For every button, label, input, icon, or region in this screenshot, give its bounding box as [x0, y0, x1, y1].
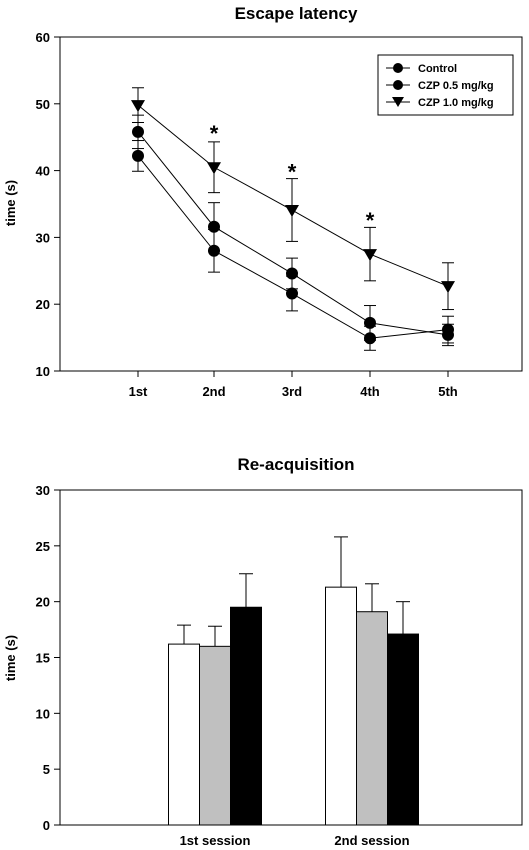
plot-frame: [59, 489, 523, 826]
significance-marker: *: [366, 208, 375, 233]
x-tick-label: 3rd: [282, 384, 302, 399]
data-point: [286, 287, 298, 300]
y-tick-label: 10: [36, 706, 50, 721]
y-axis: 0 5 10 15 20 25 30: [36, 483, 60, 833]
data-point: [442, 328, 454, 341]
line-chart: Escape latency time (s) 10 20 30 40 50 60 1st…: [3, 4, 523, 399]
data-point: [208, 220, 220, 233]
plot-frame: [59, 36, 523, 372]
x-axis: 1st 2nd 3rd 4th 5th: [129, 371, 458, 399]
significance-marker: *: [210, 121, 219, 146]
data-point: [286, 267, 298, 280]
chart-title: Re-acquisition: [237, 455, 354, 474]
significance-marker: *: [288, 159, 297, 184]
legend: Control CZP 0.5 mg/kg CZP 1.0 mg/kg: [377, 54, 514, 116]
y-tick-label: 50: [36, 97, 50, 112]
bar: [230, 606, 262, 826]
bar: [356, 611, 388, 826]
data-point: [131, 100, 145, 113]
legend-label: Control: [418, 63, 457, 75]
data-point: [441, 281, 455, 294]
x-tick-label: 1st: [129, 384, 148, 399]
data-point: [285, 205, 299, 218]
y-tick-label: 30: [36, 230, 50, 245]
y-tick-label: 20: [36, 595, 50, 610]
y-tick-label: 0: [43, 818, 50, 833]
data-point: [364, 316, 376, 329]
data-point: [132, 149, 144, 162]
annotations: * * *: [210, 121, 375, 233]
x-tick-label: 4th: [360, 384, 380, 399]
legend-label: CZP 0.5 mg/kg: [418, 80, 494, 92]
bar: [387, 633, 419, 826]
y-tick-label: 10: [36, 364, 50, 379]
series-group: [131, 87, 455, 351]
y-axis-label: time (s): [3, 635, 18, 681]
y-axis: 10 20 30 40 50 60: [36, 30, 60, 379]
data-point: [207, 162, 221, 175]
y-axis-label: time (s): [3, 180, 18, 226]
y-tick-label: 25: [36, 539, 50, 554]
bar-chart: Re-acquisition time (s) 0 5 10 15 20 25 30 1st…: [3, 455, 523, 848]
y-tick-label: 40: [36, 164, 50, 179]
y-tick-label: 20: [36, 297, 50, 312]
bars-group: [168, 536, 419, 826]
series-line: [137, 104, 449, 287]
x-tick-label: 5th: [438, 384, 458, 399]
chart-title: Escape latency: [235, 4, 358, 23]
bar: [199, 645, 231, 826]
x-axis: 1st session 2nd session: [180, 833, 410, 848]
data-point: [132, 125, 144, 138]
series-3: [131, 87, 455, 311]
x-tick-label: 1st session: [180, 833, 251, 848]
legend-label: CZP 1.0 mg/kg: [418, 97, 494, 109]
x-tick-label: 2nd: [202, 384, 225, 399]
legend-marker: [392, 97, 404, 107]
legend-marker: [393, 63, 403, 73]
data-point: [363, 249, 377, 262]
y-tick-label: 60: [36, 30, 50, 45]
y-tick-label: 30: [36, 483, 50, 498]
legend-marker: [393, 80, 403, 90]
y-tick-label: 5: [43, 762, 50, 777]
bar: [325, 586, 357, 826]
bar: [168, 643, 200, 826]
x-tick-label: 2nd session: [334, 833, 409, 848]
y-tick-label: 15: [36, 651, 50, 666]
